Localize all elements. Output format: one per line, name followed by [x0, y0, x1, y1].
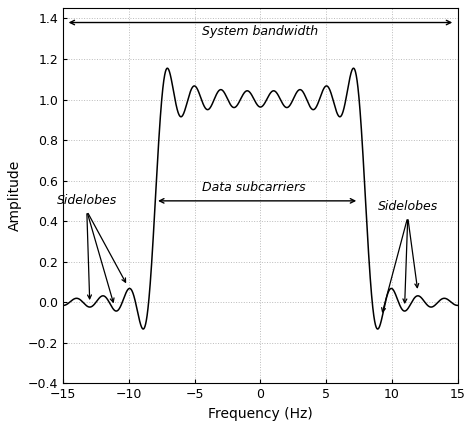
- Text: System bandwidth: System bandwidth: [202, 25, 319, 38]
- Text: Sidelobes: Sidelobes: [57, 194, 117, 207]
- X-axis label: Frequency (Hz): Frequency (Hz): [208, 407, 313, 421]
- Text: Data subcarriers: Data subcarriers: [202, 181, 306, 194]
- Text: Sidelobes: Sidelobes: [378, 200, 438, 213]
- Y-axis label: Amplitude: Amplitude: [9, 160, 22, 231]
